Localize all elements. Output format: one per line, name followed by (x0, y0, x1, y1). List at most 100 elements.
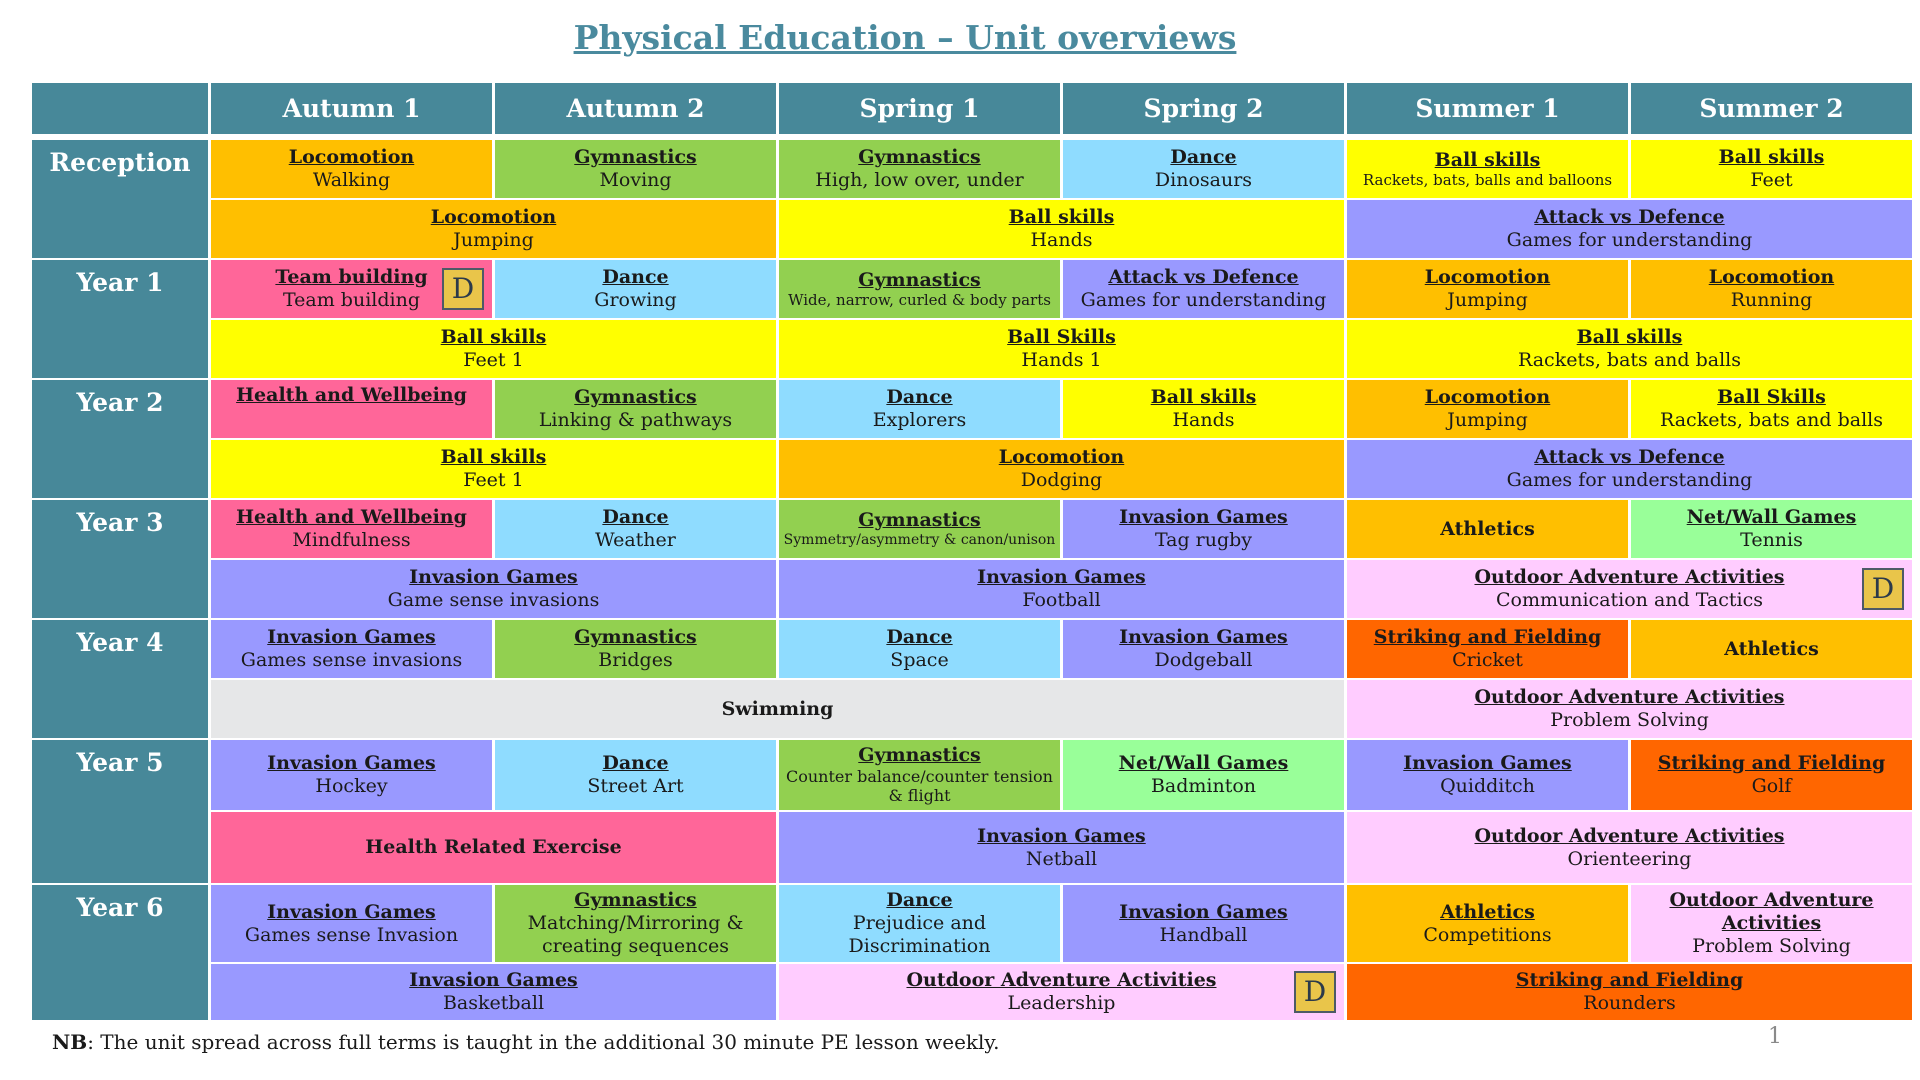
unit-cell: Outdoor Adventure Activities Problem Solv… (1631, 885, 1912, 962)
unit-cell-wide: Outdoor Adventure Activities Orienteering (1347, 812, 1912, 883)
unit-heading: Locomotion (288, 146, 415, 169)
unit-heading: Gymnastics (574, 386, 697, 409)
unit-heading: Ball Skills (1007, 326, 1116, 349)
unit-heading: Invasion Games (1403, 752, 1572, 775)
unit-heading: Gymnastics (574, 626, 697, 649)
unit-cell: Attack vs Defence Games for understanding (1063, 260, 1344, 318)
unit-heading: Gymnastics (858, 146, 981, 169)
unit-heading: Dance (1170, 146, 1237, 169)
unit-heading: Attack vs Defence (1534, 206, 1725, 229)
unit-heading: Invasion Games (977, 566, 1146, 589)
year-label-year-4: Year 4 (32, 620, 208, 738)
header-corner (32, 83, 208, 134)
unit-heading: Health and Wellbeing (236, 506, 467, 529)
unit-heading: Athletics (1440, 900, 1535, 923)
unit-heading: Attack vs Defence (1108, 266, 1299, 289)
unit-topic: Rackets, bats and balls (1659, 409, 1883, 431)
footnote-label: NB (52, 1030, 88, 1054)
unit-topic: Prejudice and Discrimination (848, 912, 991, 957)
unit-heading: Invasion Games (267, 900, 436, 923)
unit-heading: Invasion Games (409, 969, 578, 992)
unit-heading: Gymnastics (574, 889, 697, 912)
unit-cell-wide: Striking and Fielding Rounders (1347, 964, 1912, 1020)
year-label-reception: Reception (32, 140, 208, 258)
unit-topic: Feet 1 (463, 349, 524, 371)
footnote-text: : The unit spread across full terms is t… (87, 1030, 1000, 1054)
unit-cell-wide: Invasion Games Game sense invasions (211, 560, 776, 618)
header-spring-2: Spring 2 (1063, 83, 1344, 134)
unit-cell: Gymnastics Wide, narrow, curled & body pa… (779, 260, 1060, 318)
unit-heading: Striking and Fielding (1657, 752, 1886, 775)
unit-topic: Games for understanding (1080, 289, 1327, 311)
unit-heading: Gymnastics (858, 268, 981, 291)
unit-cell: Gymnastics Bridges (495, 620, 776, 678)
unit-topic: Problem Solving (1550, 709, 1709, 731)
unit-topic: Golf (1751, 775, 1792, 797)
unit-heading: Locomotion (1424, 386, 1551, 409)
unit-topic: Netball (1025, 847, 1098, 870)
unit-cell: Dance Explorers (779, 380, 1060, 438)
unit-cell-wide: Health Related Exercise (211, 812, 776, 883)
unit-topic: Tag rugby (1154, 529, 1253, 551)
unit-heading: Gymnastics (858, 509, 981, 532)
unit-cell: Team building Team building D (211, 260, 492, 318)
d-badge-icon: D (1294, 971, 1336, 1013)
unit-topic: Jumping (453, 229, 534, 251)
unit-cell-wide: Swimming (211, 680, 1344, 738)
unit-cell: Striking and Fielding Cricket (1347, 620, 1628, 678)
unit-heading: Outdoor Adventure Activities (1474, 566, 1785, 589)
unit-cell: Invasion Games Games sense invasions (211, 620, 492, 678)
unit-cell: Locomotion Running (1631, 260, 1912, 318)
unit-cell: Invasion Games Handball (1063, 885, 1344, 962)
unit-topic: Handball (1159, 923, 1248, 946)
year-label-year-1: Year 1 (32, 260, 208, 378)
unit-topic: Jumping (1447, 289, 1528, 311)
unit-cell: Athletics Competitions (1347, 885, 1628, 962)
unit-topic: Game sense invasions (387, 589, 600, 611)
unit-topic: Badminton (1150, 775, 1257, 797)
unit-heading: Invasion Games (1119, 626, 1288, 649)
unit-topic: Hands (1030, 229, 1093, 251)
unit-topic: Wide, narrow, curled & body parts (788, 291, 1051, 310)
unit-topic: Competitions (1423, 923, 1552, 946)
unit-cell: Dance Street Art (495, 740, 776, 810)
unit-cell-wide: Invasion Games Netball (779, 812, 1344, 883)
unit-heading: Locomotion (998, 446, 1125, 469)
unit-overview-table: Autumn 1 Autumn 2 Spring 1 Spring 2 Summ… (32, 83, 1912, 1020)
unit-heading: Ball skills (1718, 146, 1825, 169)
unit-cell: Ball skills Feet (1631, 140, 1912, 198)
unit-heading: Attack vs Defence (1534, 446, 1725, 469)
unit-heading: Athletics (1440, 517, 1535, 540)
unit-heading: Locomotion (1424, 266, 1551, 289)
unit-topic: High, low over, under (815, 169, 1024, 191)
unit-topic: Hands (1172, 409, 1235, 431)
unit-heading: Dance (886, 626, 953, 649)
unit-heading: Athletics (1724, 637, 1819, 660)
unit-heading: Outdoor Adventure Activities (906, 969, 1217, 992)
unit-topic: Quidditch (1440, 775, 1535, 797)
unit-topic: Communication and Tactics (1496, 589, 1763, 611)
unit-topic: Rounders (1583, 992, 1676, 1014)
unit-cell: Gymnastics Symmetry/asymmetry & canon/uni… (779, 500, 1060, 558)
unit-heading: Ball skills (440, 326, 547, 349)
unit-topic: Leadership (1007, 992, 1116, 1014)
unit-cell-wide: Locomotion Jumping (211, 200, 776, 258)
unit-topic: Cricket (1452, 649, 1523, 671)
unit-topic: Dinosaurs (1154, 169, 1253, 191)
unit-topic: Weather (595, 529, 676, 551)
header-spring-1: Spring 1 (779, 83, 1060, 134)
unit-topic: Explorers (872, 409, 967, 431)
unit-cell: Striking and Fielding Golf (1631, 740, 1912, 810)
unit-cell: Dance Dinosaurs (1063, 140, 1344, 198)
unit-topic: Rackets, bats and balls (1517, 349, 1741, 371)
unit-heading: Ball skills (1008, 206, 1115, 229)
unit-topic: Tennis (1740, 529, 1803, 551)
unit-topic: Problem Solving (1692, 934, 1851, 957)
unit-cell: Gymnastics Moving (495, 140, 776, 198)
header-autumn-2: Autumn 2 (495, 83, 776, 134)
unit-heading: Dance (886, 386, 953, 409)
unit-topic: Walking (312, 169, 391, 191)
unit-cell: Dance Weather (495, 500, 776, 558)
header-summer-2: Summer 2 (1631, 83, 1912, 134)
unit-cell-wide: Outdoor Adventure Activities Problem Solv… (1347, 680, 1912, 738)
